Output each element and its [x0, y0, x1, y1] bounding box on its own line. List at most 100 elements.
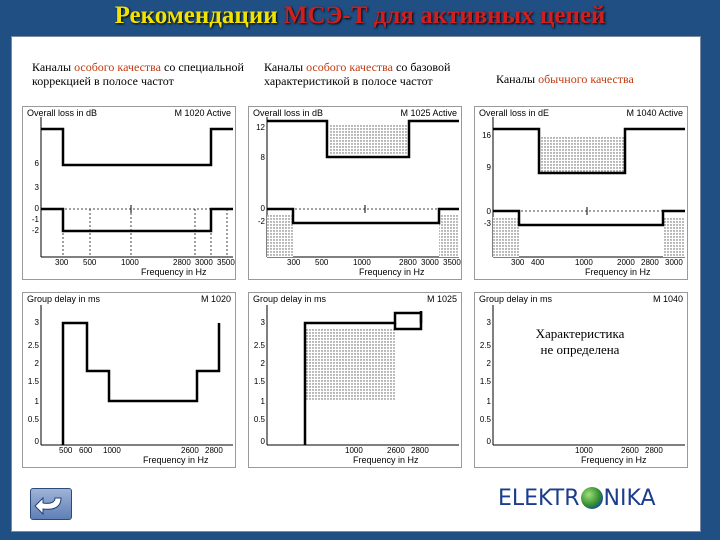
- x-tick: 1000: [121, 258, 139, 267]
- loss-chart-model: M 1040 Active: [626, 108, 683, 118]
- x-tick: 2800: [399, 258, 417, 267]
- y-tick: 0: [486, 207, 491, 216]
- y-tick: 1: [34, 397, 39, 406]
- y-tick: 1.5: [479, 377, 491, 386]
- y-tick: 12: [256, 123, 265, 132]
- y-tick: -3: [483, 219, 491, 228]
- y-tick: 0: [486, 437, 491, 446]
- page-title: Рекомендации МСЭ-Т для активных цепей: [0, 2, 720, 30]
- x-axis-title: Frequency in Hz: [143, 455, 209, 465]
- delay-chart-model: M 1025: [426, 294, 457, 304]
- y-tick: 16: [482, 131, 491, 140]
- x-tick: 1000: [353, 258, 371, 267]
- x-tick: 300: [511, 258, 525, 267]
- heading-ordinary-quality: Каналы обычного качества: [496, 72, 634, 86]
- x-tick: 1000: [575, 446, 593, 455]
- delay-chart-title: Group delay in ms: [479, 294, 553, 304]
- x-axis-title: Frequency in Hz: [359, 267, 425, 277]
- y-tick: 3: [260, 318, 265, 327]
- loss-mask-m1040: [492, 117, 685, 258]
- x-tick: 2000: [617, 258, 635, 267]
- x-tick: 2600: [387, 446, 405, 455]
- x-tick: 500: [315, 258, 329, 267]
- x-tick: 3500: [217, 258, 235, 267]
- title-part-1: Рекомендации: [114, 2, 278, 29]
- heading-basic-characteristic: Каналы особого качества со базовой харак…: [264, 60, 451, 88]
- undefined-note: Характеристика не определена: [477, 326, 683, 358]
- x-tick: 2800: [411, 446, 429, 455]
- y-tick: -2: [257, 217, 265, 226]
- x-tick: 3000: [421, 258, 439, 267]
- delay-mask-m1025: [266, 305, 459, 446]
- delay-chart-m1025: Group delay in ms M 1025 3 2.5 2 1.5 1 0…: [248, 292, 462, 468]
- loss-chart-title: Overall loss in dB: [253, 108, 324, 118]
- y-tick: 2: [34, 359, 39, 368]
- back-button[interactable]: [30, 488, 72, 520]
- y-tick: -1: [31, 215, 39, 224]
- y-tick: 0.5: [253, 415, 265, 424]
- loss-chart-model: M 1025 Active: [400, 108, 457, 118]
- back-arrow-icon: [34, 496, 62, 516]
- y-tick: 3: [34, 318, 39, 327]
- x-tick: 2800: [205, 446, 223, 455]
- y-tick: 6: [34, 159, 39, 168]
- heading-special-correction: Каналы особого качества со специальной к…: [32, 60, 244, 88]
- x-axis-title: Frequency in Hz: [141, 267, 207, 277]
- y-tick: 0.5: [479, 415, 491, 424]
- delay-axes-m1040: [492, 305, 685, 446]
- delay-chart-m1040: Group delay in ms M 1040 3 2.5 2 1.5 1 0…: [474, 292, 688, 468]
- loss-chart-title: Overall loss in dE: [479, 108, 550, 118]
- x-tick: 2800: [641, 258, 659, 267]
- x-tick: 2800: [173, 258, 191, 267]
- x-tick: 3000: [195, 258, 213, 267]
- x-tick: 1000: [345, 446, 363, 455]
- y-tick: 0.5: [27, 415, 39, 424]
- loss-mask-m1020: [40, 117, 233, 258]
- loss-chart-m1025: Overall loss in dB M 1025 Active 12 8 0 …: [248, 106, 462, 280]
- undefined-note-line-2: не определена: [540, 342, 620, 357]
- logo-text-left: ELEKTR: [498, 486, 580, 511]
- y-tick: 8: [260, 153, 265, 162]
- y-tick: 2: [486, 359, 491, 368]
- x-axis-title: Frequency in Hz: [353, 455, 419, 465]
- y-tick: 1: [486, 397, 491, 406]
- delay-chart-title: Group delay in ms: [253, 294, 327, 304]
- loss-chart-title: Overall loss in dB: [27, 108, 98, 118]
- x-tick: 2800: [645, 446, 663, 455]
- x-tick: 600: [79, 446, 93, 455]
- y-tick: 2.5: [27, 341, 39, 350]
- y-tick: 2.5: [253, 341, 265, 350]
- y-tick: 0: [260, 204, 265, 213]
- loss-chart-model: M 1020 Active: [174, 108, 231, 118]
- x-tick: 3000: [665, 258, 683, 267]
- delay-chart-model: M 1040: [652, 294, 683, 304]
- title-part-2: МСЭ-Т для активных цепей: [283, 2, 606, 29]
- x-tick: 3500: [443, 258, 461, 267]
- undefined-note-line-1: Характеристика: [535, 326, 625, 341]
- y-tick: 1.5: [27, 377, 39, 386]
- x-axis-title: Frequency in Hz: [581, 455, 647, 465]
- x-tick: 500: [59, 446, 73, 455]
- globe-icon: [580, 487, 603, 509]
- delay-chart-model: M 1020: [200, 294, 231, 304]
- y-tick: 1.5: [253, 377, 265, 386]
- delay-chart-m1020: Group delay in ms M 1020 3 2.5 2 1.5 1 0…: [22, 292, 236, 468]
- y-tick: 1: [260, 397, 265, 406]
- x-tick: 1000: [103, 446, 121, 455]
- y-tick: -2: [31, 226, 39, 235]
- x-tick: 300: [287, 258, 301, 267]
- x-tick: 300: [55, 258, 69, 267]
- loss-chart-m1020: Overall loss in dB M 1020 Active 6 3 0 -…: [22, 106, 236, 280]
- x-tick: 1000: [575, 258, 593, 267]
- x-tick: 500: [83, 258, 97, 267]
- y-tick: 0: [34, 204, 39, 213]
- elektronika-logo: ELEKTR NIKA: [498, 486, 688, 520]
- y-tick: 0: [34, 437, 39, 446]
- delay-chart-title: Group delay in ms: [27, 294, 101, 304]
- y-tick: 9: [486, 163, 491, 172]
- x-tick: 2600: [621, 446, 639, 455]
- loss-mask-m1025: [266, 117, 459, 258]
- x-tick: 2600: [181, 446, 199, 455]
- y-tick: 2.5: [479, 341, 491, 350]
- logo-text-right: NIKA: [603, 486, 656, 511]
